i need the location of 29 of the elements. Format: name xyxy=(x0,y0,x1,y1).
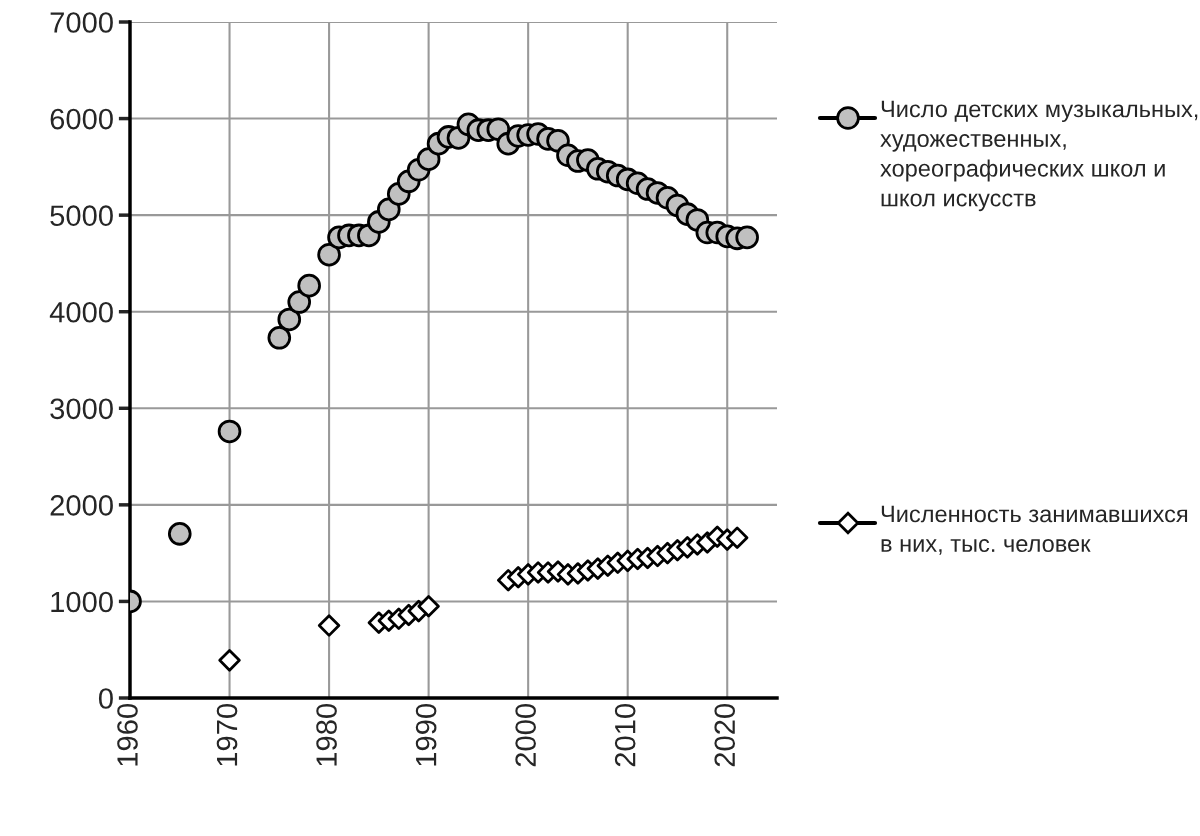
point xyxy=(267,325,292,350)
point xyxy=(218,649,241,672)
y-tick-label: 1000 xyxy=(51,591,113,613)
x-tick-label: 1980 xyxy=(316,704,337,766)
point xyxy=(287,290,312,314)
y-tick-label: 2000 xyxy=(50,495,113,516)
y-tick-label: 6000 xyxy=(50,108,113,130)
point xyxy=(317,242,341,267)
x-tick-label: 1990 xyxy=(415,704,437,766)
y-tick-label: 4000 xyxy=(49,301,113,323)
point xyxy=(217,419,242,444)
point xyxy=(277,307,302,332)
point xyxy=(317,614,341,637)
x-tick-label: 2010 xyxy=(614,704,636,767)
point xyxy=(725,526,749,549)
x-tick-label: 2020 xyxy=(714,704,736,767)
point xyxy=(297,273,321,298)
legend-label: Число детских музыкальных, художественных, хореографических школ и школ искусств xyxy=(880,100,1198,212)
y-tick-label: 3000 xyxy=(50,398,113,420)
point xyxy=(167,522,192,546)
x-tick-label: 1960 xyxy=(117,704,138,766)
x-tick-label: 1970 xyxy=(216,704,238,766)
point xyxy=(735,225,759,250)
y-tick-label: 7000 xyxy=(50,12,113,33)
y-tick-label: 0 xyxy=(98,688,113,709)
point xyxy=(417,595,440,618)
legend-label: Численность занимавшихся в них, тыс. человек xyxy=(881,505,1188,555)
y-tick-label: 5000 xyxy=(50,205,113,226)
x-tick-label: 2000 xyxy=(515,704,536,767)
